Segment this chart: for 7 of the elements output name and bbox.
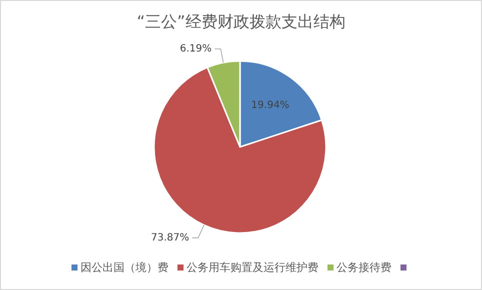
data-label: 6.19% [180, 44, 212, 55]
chart-title: “三公”经费财政拨款支出结构 [136, 12, 346, 31]
legend-label: 因公出国（境）费 [80, 261, 168, 274]
data-label: 73.87% [150, 232, 190, 244]
legend-label: 公务用车购置及运行维护费 [186, 261, 318, 274]
legend-label: 公务接待费 [336, 261, 392, 274]
data-label: 19.94% [251, 100, 290, 111]
